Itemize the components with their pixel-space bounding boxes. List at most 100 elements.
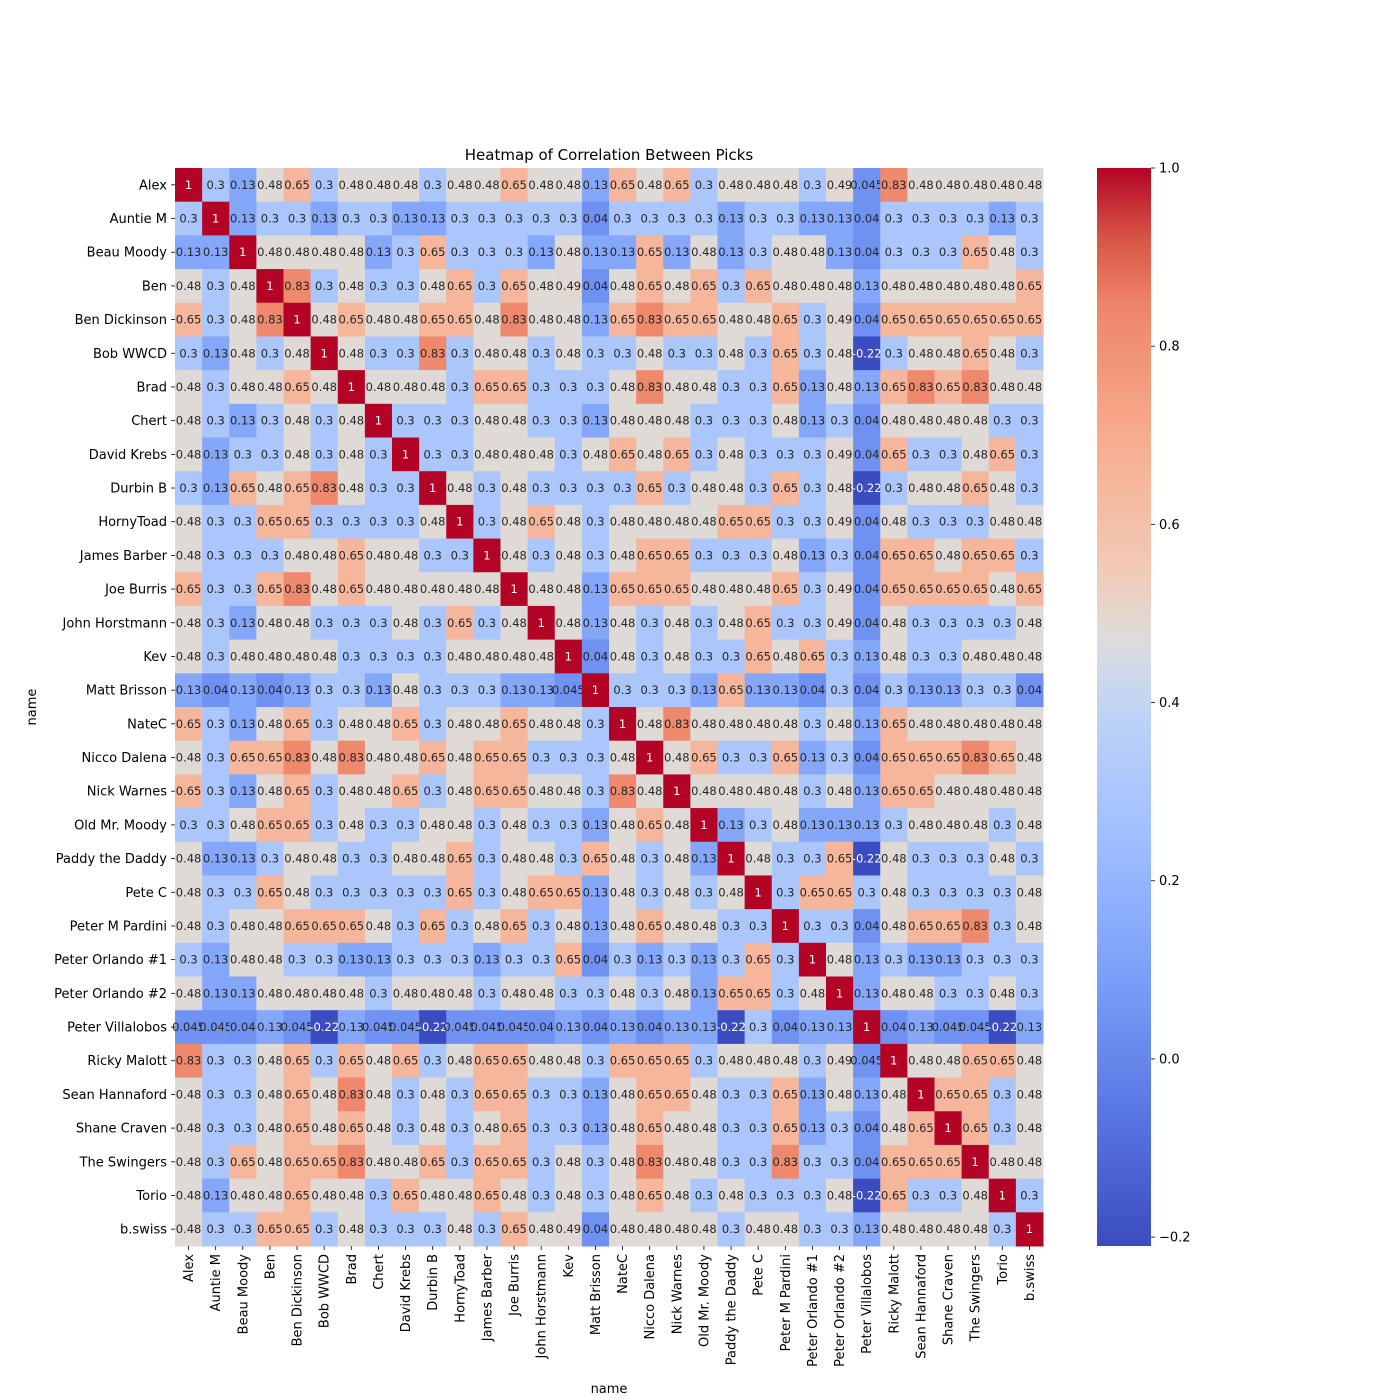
heatmap-cell	[364, 875, 393, 910]
cell-value-label: 0.48	[230, 953, 256, 967]
cell-value-label: 0.48	[935, 717, 961, 731]
y-tick-label: Old Mr. Moody	[74, 818, 167, 833]
cell-value-label: 0.3	[532, 212, 550, 226]
cell-value-label: 0.65	[501, 279, 527, 293]
cell-value-label: 0.48	[284, 447, 310, 461]
heatmap-cell	[934, 1111, 963, 1146]
cell-value-label: 0.65	[990, 548, 1016, 562]
cell-value-label: 0.65	[935, 380, 961, 394]
heatmap-cell	[826, 269, 854, 304]
cell-value-label: 0.13	[176, 245, 202, 259]
cell-value-label: 0.65	[257, 818, 283, 832]
heatmap-cell	[419, 201, 447, 236]
heatmap-cell	[961, 1010, 990, 1045]
cell-value-label: 0.65	[447, 616, 473, 630]
heatmap-cell	[961, 572, 990, 607]
heatmap-cell	[798, 841, 827, 876]
heatmap-cell	[609, 1178, 637, 1213]
heatmap-cell	[907, 1043, 936, 1079]
cell-value-label: 0.13	[691, 852, 717, 866]
heatmap-cell	[283, 168, 312, 203]
cell-value-label: 0.13	[501, 683, 527, 697]
heatmap-cell	[1015, 774, 1044, 809]
cell-value-label: 0.04	[854, 683, 880, 697]
cell-value-label: 0.65	[230, 1155, 256, 1169]
cell-value-label: 0.48	[311, 245, 337, 259]
heatmap-cell	[988, 504, 1017, 540]
cell-value-label: 0.48	[528, 986, 554, 1000]
heatmap-cell	[256, 976, 285, 1011]
cell-value-label: 0.3	[207, 515, 225, 529]
heatmap-cell	[175, 538, 203, 573]
cell-value-label: 0.48	[339, 717, 365, 731]
cell-value-label: 0.48	[773, 649, 799, 663]
heatmap-cell	[392, 1043, 420, 1079]
cell-value-label: 0.65	[745, 986, 771, 1000]
cell-value-label: 0.48	[990, 852, 1016, 866]
heatmap-cell	[1015, 605, 1044, 641]
x-tick-label: Pete C	[752, 1254, 767, 1296]
heatmap-cell	[663, 808, 691, 843]
heatmap-cell	[744, 808, 773, 843]
heatmap-cell	[880, 336, 908, 371]
y-tick-label: Pete C	[125, 886, 167, 901]
cell-value-label: 0.3	[559, 1087, 577, 1101]
heatmap-cell	[907, 1111, 936, 1146]
cell-value-label: 0.13	[230, 414, 256, 428]
heatmap-cell	[907, 909, 936, 944]
heatmap-cell	[581, 707, 610, 742]
cell-value-label: 0.3	[559, 212, 577, 226]
heatmap-cell	[636, 605, 664, 641]
heatmap-cell	[364, 572, 393, 607]
heatmap-cell	[310, 1178, 339, 1213]
heatmap-cell	[826, 909, 854, 944]
heatmap-cell	[527, 572, 556, 607]
cell-value-label: 0.49	[827, 1054, 853, 1068]
cell-value-label: 0.3	[993, 885, 1011, 899]
heatmap-cell	[392, 942, 420, 977]
heatmap-cell	[446, 201, 474, 236]
cell-value-label: 0.48	[393, 683, 419, 697]
heatmap-cell	[392, 437, 420, 472]
cell-value-label: 0.48	[881, 279, 907, 293]
cell-value-label: 0.3	[315, 885, 333, 899]
heatmap-cell	[310, 1043, 339, 1079]
heatmap-cell	[364, 605, 393, 641]
cell-value-label: 0.3	[424, 683, 442, 697]
heatmap-cell	[853, 1010, 881, 1045]
heatmap-cell	[310, 269, 339, 304]
heatmap-cell	[744, 1178, 773, 1213]
heatmap-cell	[744, 336, 773, 371]
cell-value-label: 0.48	[447, 1188, 473, 1202]
cell-value-label: 0.3	[505, 245, 523, 259]
cell-value-label: 0.3	[559, 986, 577, 1000]
cell-value-label: 0.48	[908, 818, 934, 832]
heatmap-cell	[581, 437, 610, 472]
cell-value-label: 0.04	[854, 212, 880, 226]
cell-value-label: 0.48	[935, 784, 961, 798]
heatmap-cell	[202, 168, 230, 203]
colorbar-tick-label: 0.8	[1159, 340, 1180, 355]
heatmap-cell	[310, 909, 339, 944]
cell-value-label: 0.48	[366, 1121, 392, 1135]
heatmap-cell	[446, 976, 474, 1011]
cell-value-label: 0.13	[284, 683, 310, 697]
heatmap-cell	[798, 774, 827, 809]
cell-value-label: 0.65	[339, 919, 365, 933]
cell-value-label: 0.48	[745, 1054, 771, 1068]
heatmap-cell	[988, 909, 1017, 944]
cell-value-label: 0.48	[745, 178, 771, 192]
cell-value-label: 0.3	[586, 481, 604, 495]
cell-value-label: 0.3	[803, 1188, 821, 1202]
heatmap-cell	[744, 707, 773, 742]
cell-value-label: 0.3	[424, 414, 442, 428]
heatmap-cell	[337, 1010, 366, 1045]
cell-value-label: 0.65	[311, 1155, 337, 1169]
cell-value-label: 0.48	[420, 279, 446, 293]
heatmap-cell	[419, 572, 447, 607]
cell-value-label: 0.48	[311, 1087, 337, 1101]
heatmap-cell	[880, 1144, 908, 1180]
cell-value-label: 0.48	[176, 616, 202, 630]
heatmap-cell	[988, 572, 1017, 607]
cell-value-label: 1	[727, 852, 734, 866]
